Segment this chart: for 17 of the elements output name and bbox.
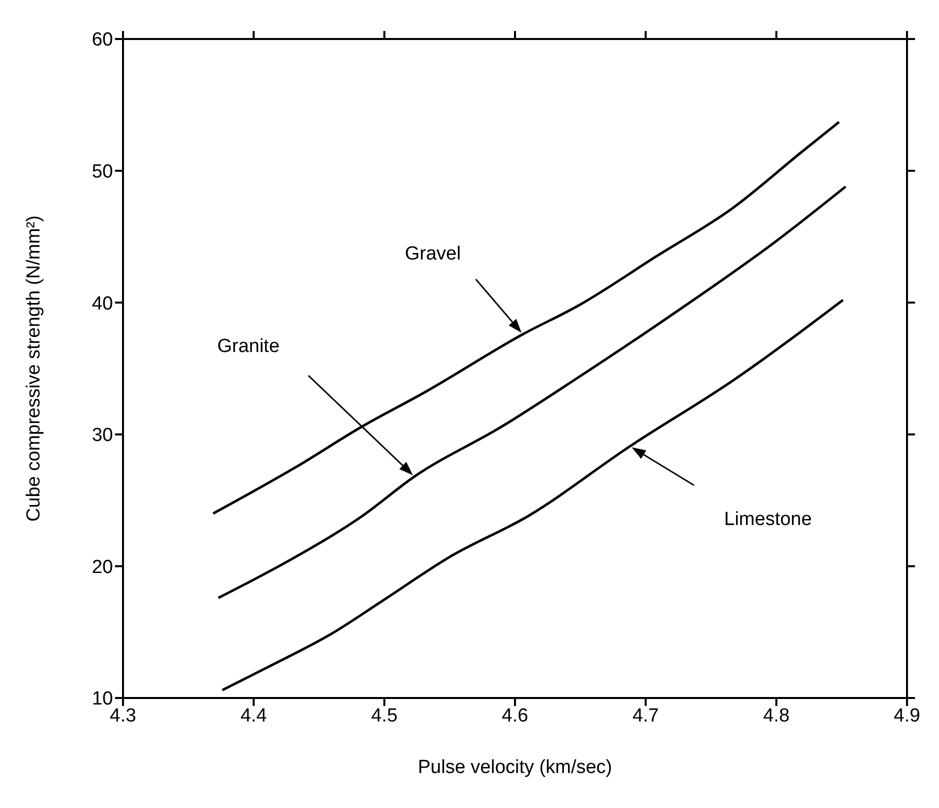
y-tick-label: 30 [92, 425, 113, 446]
annotation: Limestone [724, 508, 812, 530]
x-tick-label: 4.6 [502, 705, 528, 726]
x-tick-label: 4.9 [894, 705, 920, 726]
line-series [217, 185, 847, 600]
x-tick-label: 4.5 [371, 705, 398, 726]
y-tick-label: 20 [92, 556, 113, 578]
y-tick-label: 50 [92, 162, 113, 183]
x-axis-title: Pulse velocity (km/sec) [418, 757, 612, 778]
annotation: Gravel [404, 244, 461, 265]
y-tick-label: 40 [92, 293, 113, 314]
y-axis-title: Cube compressive strength (N/mm²) [24, 215, 45, 522]
x-tick-label: 4.7 [632, 705, 659, 726]
x-tick-label: 4.8 [763, 705, 790, 726]
y-tick-label: 60 [92, 30, 113, 51]
x-tick-label: 4.4 [240, 705, 268, 726]
annotation: Granite [217, 336, 280, 358]
